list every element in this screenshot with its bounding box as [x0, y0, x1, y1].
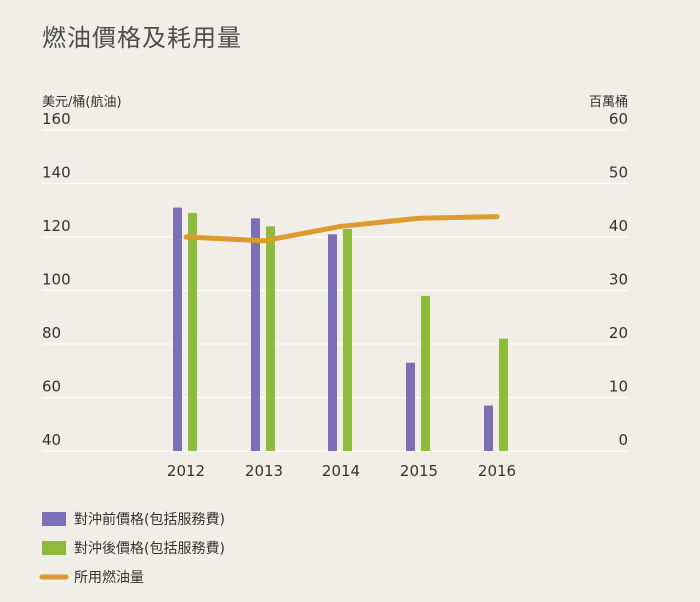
x-tick-label: 2016	[478, 462, 516, 480]
left-tick-label: 40	[42, 431, 61, 449]
left-tick-label: 120	[42, 217, 71, 235]
right-tick-label: 20	[609, 324, 628, 342]
bar-post-hedge-2015	[421, 295, 430, 451]
x-axis-ticks: 2012 2013 2014 2015 2016	[167, 462, 516, 480]
x-tick-label: 2014	[322, 462, 360, 480]
right-tick-label: 30	[609, 271, 628, 289]
legend-swatch	[42, 512, 66, 526]
left-axis-ticks: 40 60 80 100 120 140 160	[42, 110, 71, 449]
chart-title: 燃油價格及耗用量	[42, 24, 242, 52]
bar-pre-hedge-2012	[173, 207, 182, 451]
legend-label: 對沖後價格(包括服務費)	[74, 540, 225, 557]
bar-post-hedge-2016	[499, 338, 508, 451]
legend-label: 所用燃油量	[74, 569, 144, 586]
left-axis-label: 美元/桶(航油)	[42, 94, 122, 110]
left-tick-label: 140	[42, 164, 71, 182]
left-tick-label: 60	[42, 378, 61, 396]
right-axis-ticks: 0 10 20 30 40 50 60	[609, 110, 628, 449]
right-tick-label: 50	[609, 164, 628, 182]
bar-pre-hedge-2016	[484, 405, 493, 451]
fuel-line	[183, 214, 500, 244]
bar-pre-hedge-2015	[406, 362, 415, 451]
x-tick-label: 2013	[245, 462, 283, 480]
right-axis-label: 百萬桶	[589, 95, 628, 110]
x-tick-label: 2015	[400, 462, 438, 480]
right-tick-label: 10	[609, 378, 628, 396]
bar-post-hedge-2012	[188, 212, 197, 451]
right-tick-label: 40	[609, 217, 628, 235]
legend-label: 對沖前價格(包括服務費)	[74, 511, 225, 528]
right-tick-label: 0	[618, 431, 628, 449]
left-tick-label: 160	[42, 110, 71, 128]
bar-post-hedge-2013	[266, 226, 275, 451]
x-tick-label: 2012	[167, 462, 205, 480]
bar-pre-hedge-2014	[328, 234, 337, 451]
left-tick-label: 100	[42, 271, 71, 289]
legend-swatch	[42, 541, 66, 555]
bar-post-hedge-2014	[343, 228, 352, 451]
left-tick-label: 80	[42, 324, 61, 342]
legend: 對沖前價格(包括服務費) 對沖後價格(包括服務費) 所用燃油量	[39, 511, 225, 586]
bars	[173, 207, 508, 451]
right-tick-label: 60	[609, 110, 628, 128]
bar-pre-hedge-2013	[251, 218, 260, 451]
